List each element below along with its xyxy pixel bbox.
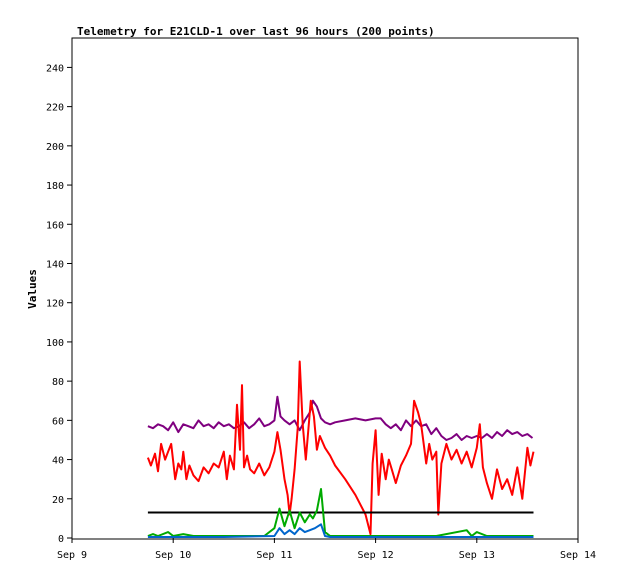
series-line-4 [147, 488, 534, 537]
y-axis: 0 20 40 60 80 100 120 140 160 180 200 220 240 [46, 63, 72, 545]
y-tick-label: 180 [46, 181, 64, 192]
y-tick-label: 60 [52, 416, 64, 427]
x-tick-label: Sep 12 [358, 550, 394, 561]
y-tick-label: 20 [52, 495, 64, 506]
x-axis: Sep 9 Sep 10 Sep 11 Sep 12 Sep 13 Sep 14 [57, 538, 596, 561]
series-layer [146, 360, 535, 538]
y-tick-label: 80 [52, 377, 64, 388]
series-line-5 [147, 523, 534, 538]
y-tick-label: 120 [46, 299, 64, 310]
y-tick-label: 100 [46, 338, 64, 349]
series-line-1 [147, 395, 534, 441]
y-tick-label: 220 [46, 103, 64, 114]
x-tick-label: Sep 14 [560, 550, 596, 561]
y-axis-label: Values [26, 269, 39, 309]
y-tick-label: 0 [58, 534, 64, 545]
x-tick-label: Sep 9 [57, 550, 87, 561]
y-tick-label: 40 [52, 456, 64, 467]
plot-frame [71, 37, 579, 540]
x-tick-label: Sep 13 [459, 550, 495, 561]
chart-title: Telemetry for E21CLD-1 over last 96 hour… [77, 25, 435, 38]
y-tick-label: 240 [46, 63, 64, 74]
series-line-2 [146, 360, 535, 536]
y-tick-label: 160 [46, 220, 64, 231]
x-tick-label: Sep 11 [256, 550, 292, 561]
y-tick-label: 200 [46, 142, 64, 153]
x-tick-label: Sep 10 [155, 550, 191, 561]
y-tick-label: 140 [46, 259, 64, 270]
